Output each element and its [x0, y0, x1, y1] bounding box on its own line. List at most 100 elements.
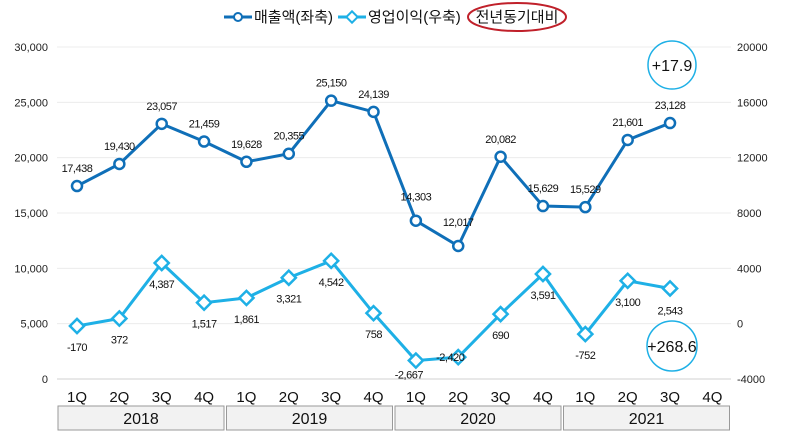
- left-tick-label: 5,000: [20, 319, 48, 331]
- year-box: [563, 405, 730, 431]
- profit-point: [152, 254, 171, 272]
- sales-data-label: 24,139: [358, 89, 389, 101]
- year-label: 2020: [460, 411, 496, 428]
- sales-data-label: 21,459: [189, 119, 220, 131]
- x-tick-label: 4Q: [194, 389, 214, 406]
- profit-point: [195, 293, 213, 312]
- x-tick-label: 3Q: [660, 389, 680, 406]
- profit-data-label: -2,667: [395, 370, 424, 382]
- profit-data-label: -752: [575, 350, 595, 362]
- profit-point: [534, 265, 552, 283]
- annotation-circle-profit: [646, 320, 698, 372]
- sales-point: [282, 147, 296, 160]
- x-tick-label: 3Q: [152, 389, 172, 406]
- profit-point: [364, 304, 383, 323]
- sales-data-label: 20,355: [273, 131, 304, 143]
- legend-profit-marker: [344, 9, 360, 25]
- profit-data-label: 3,591: [530, 290, 555, 302]
- sales-data-label: 17,438: [62, 163, 93, 175]
- sales-data-label: 21,601: [612, 117, 643, 129]
- year-box: [57, 405, 225, 431]
- right-tick-label: -4000: [737, 374, 765, 386]
- sales-point: [113, 157, 126, 171]
- legend-sales-label: 매출액(좌축): [254, 9, 333, 26]
- profit-data-label: 1,861: [234, 314, 259, 326]
- profit-point: [661, 279, 679, 298]
- left-tick-label: 15,000: [14, 208, 48, 220]
- sales-point: [155, 117, 168, 131]
- sales-data-label: 19,628: [231, 139, 262, 151]
- right-tick-label: 0: [737, 319, 743, 331]
- x-tick-label: 2Q: [618, 389, 638, 406]
- sales-data-label: 20,082: [485, 134, 516, 146]
- sales-data-label: 23,128: [655, 100, 686, 112]
- annotation-sales-yoy: +17.9: [652, 58, 693, 75]
- profit-data-label: 1,517: [192, 319, 217, 331]
- annotation-profit-yoy: +268.6: [647, 339, 696, 356]
- sales-point: [324, 94, 338, 107]
- sales-point: [197, 135, 211, 148]
- x-tick-label: 1Q: [67, 389, 87, 406]
- profit-data-label: -2,420: [436, 352, 465, 364]
- profit-data-label: 4,542: [319, 277, 344, 289]
- profit-data-label: -170: [67, 342, 87, 354]
- sales-point: [621, 133, 634, 147]
- sales-data-label: 12,017: [443, 217, 474, 229]
- legend-yoy-label: 전년동기대비: [476, 9, 559, 26]
- profit-point: [322, 251, 340, 270]
- profit-data-label: 758: [365, 329, 382, 341]
- sales-data-label: 23,057: [146, 101, 177, 113]
- year-label: 2021: [629, 411, 665, 428]
- profit-data-label: 690: [492, 330, 509, 342]
- right-tick-label: 8000: [737, 208, 761, 220]
- year-box: [226, 405, 393, 431]
- left-tick-label: 10,000: [14, 263, 48, 275]
- profit-point: [449, 348, 468, 366]
- profit-data-label: 3,100: [615, 297, 640, 309]
- profit-point: [407, 351, 425, 370]
- x-tick-label: 3Q: [321, 389, 341, 406]
- x-tick-label: 4Q: [533, 389, 553, 406]
- profit-point: [491, 305, 510, 323]
- x-tick-label: 1Q: [236, 389, 256, 406]
- profit-point: [279, 268, 298, 287]
- x-tick-label: 2Q: [279, 389, 299, 406]
- sales-point: [451, 239, 465, 253]
- sales-point: [367, 105, 380, 119]
- profit-data-label: 372: [111, 335, 128, 347]
- x-tick-label: 1Q: [575, 389, 595, 406]
- year-label: 2019: [292, 411, 328, 428]
- year-box: [394, 405, 562, 431]
- legend-profit-label: 영업이익(우축): [368, 9, 461, 26]
- right-tick-label: 4000: [737, 263, 761, 275]
- legend-yoy-ellipse: [467, 2, 567, 32]
- sales-data-label: 25,150: [316, 78, 347, 90]
- sales-data-label: 14,303: [401, 192, 432, 204]
- annotation-circle-sales: [647, 40, 697, 90]
- sales-point: [240, 155, 253, 169]
- sales-point: [70, 179, 84, 193]
- left-tick-label: 25,000: [14, 97, 48, 109]
- x-tick-label: 2Q: [448, 389, 468, 406]
- sales-data-label: 15,629: [528, 183, 559, 195]
- profit-point: [237, 289, 256, 307]
- left-tick-label: 30,000: [14, 42, 48, 54]
- left-tick-label: 0: [42, 374, 48, 386]
- sales-point: [494, 150, 507, 164]
- sales-point: [409, 214, 423, 227]
- profit-data-label: 3,321: [276, 294, 301, 306]
- right-tick-label: 20000: [737, 42, 768, 54]
- legend: 매출액(좌축) 영업이익(우축) 전년동기대비: [224, 2, 567, 32]
- profit-point: [576, 325, 595, 343]
- right-tick-label: 16000: [737, 97, 768, 109]
- x-tick-label: 4Q: [702, 389, 722, 406]
- x-tick-label: 1Q: [406, 389, 426, 406]
- sales-data-label: 15,529: [570, 184, 601, 196]
- left-tick-label: 20,000: [14, 153, 48, 165]
- sales-point: [663, 116, 677, 130]
- sales-point: [536, 199, 550, 213]
- profit-data-label: 4,387: [149, 279, 174, 291]
- x-tick-label: 2Q: [109, 389, 129, 406]
